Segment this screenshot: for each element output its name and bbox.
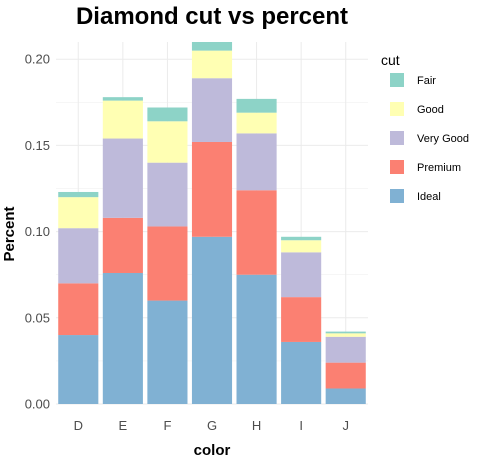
legend-swatch	[390, 189, 404, 203]
bar-segment	[102, 100, 143, 139]
bar-segment	[325, 333, 366, 337]
x-axis-label: color	[194, 442, 231, 459]
bar-segment	[58, 228, 99, 284]
bar-segment	[102, 97, 143, 101]
y-axis-label: Percent	[1, 206, 18, 261]
bar-segment	[325, 388, 366, 404]
bar-segment	[236, 274, 277, 404]
bar-segment	[58, 283, 99, 336]
axis-layer: 0.00 0.05 0.10 0.15 0.20 D E F G H I J	[25, 52, 349, 433]
bar-segment	[102, 272, 143, 404]
y-tick-label: 0.15	[25, 138, 50, 153]
chart-title: Diamond cut vs percent	[76, 3, 348, 30]
bar-segment	[236, 190, 277, 275]
y-tick-label: 0.10	[25, 224, 50, 239]
bar-segment	[58, 191, 99, 198]
legend-swatch	[390, 102, 404, 116]
legend-swatch	[390, 160, 404, 174]
x-tick-label: G	[207, 418, 217, 433]
bar-segment	[281, 236, 322, 241]
legend: cut Fair Good Very Good Premium Ideal	[381, 52, 469, 203]
x-tick-label: J	[342, 418, 349, 433]
bar-segment	[281, 252, 322, 298]
bar-segment	[191, 236, 233, 404]
bar-segment	[58, 335, 99, 404]
bar-segment	[281, 341, 322, 404]
x-tick-label: H	[252, 418, 261, 433]
bar-segment	[147, 121, 188, 163]
x-tick-label: I	[299, 418, 303, 433]
x-tick-label: F	[163, 418, 171, 433]
bars-layer	[58, 42, 366, 404]
bar-segment	[281, 240, 322, 253]
bar-segment	[102, 217, 143, 273]
bar-segment	[236, 112, 277, 134]
bar-segment	[236, 133, 277, 191]
legend-label: Premium	[417, 162, 461, 174]
legend-swatch	[390, 73, 404, 87]
y-tick-label: 0.00	[25, 397, 50, 412]
bar-segment	[191, 50, 233, 79]
bar-segment	[191, 141, 233, 237]
bar-segment	[325, 362, 366, 389]
y-tick-label: 0.05	[25, 310, 50, 325]
bar-segment	[147, 162, 188, 227]
bar-segment	[325, 336, 366, 363]
bar-segment	[147, 300, 188, 404]
bar-segment	[325, 331, 366, 334]
x-tick-label: D	[74, 418, 83, 433]
bar-segment	[147, 107, 188, 122]
legend-label: Ideal	[417, 191, 441, 203]
legend-label: Good	[417, 104, 444, 116]
legend-label: Very Good	[417, 133, 469, 145]
bar-segment	[191, 78, 233, 142]
x-tick-label: E	[119, 418, 128, 433]
legend-label: Fair	[417, 75, 436, 87]
bar-segment	[102, 138, 143, 218]
bar-segment	[236, 98, 277, 113]
bar-segment	[281, 297, 322, 342]
bar-segment	[147, 226, 188, 301]
bar-segment	[191, 42, 233, 51]
y-tick-label: 0.20	[25, 52, 50, 67]
legend-title: cut	[381, 52, 400, 68]
legend-swatch	[390, 131, 404, 145]
bar-segment	[58, 197, 99, 229]
